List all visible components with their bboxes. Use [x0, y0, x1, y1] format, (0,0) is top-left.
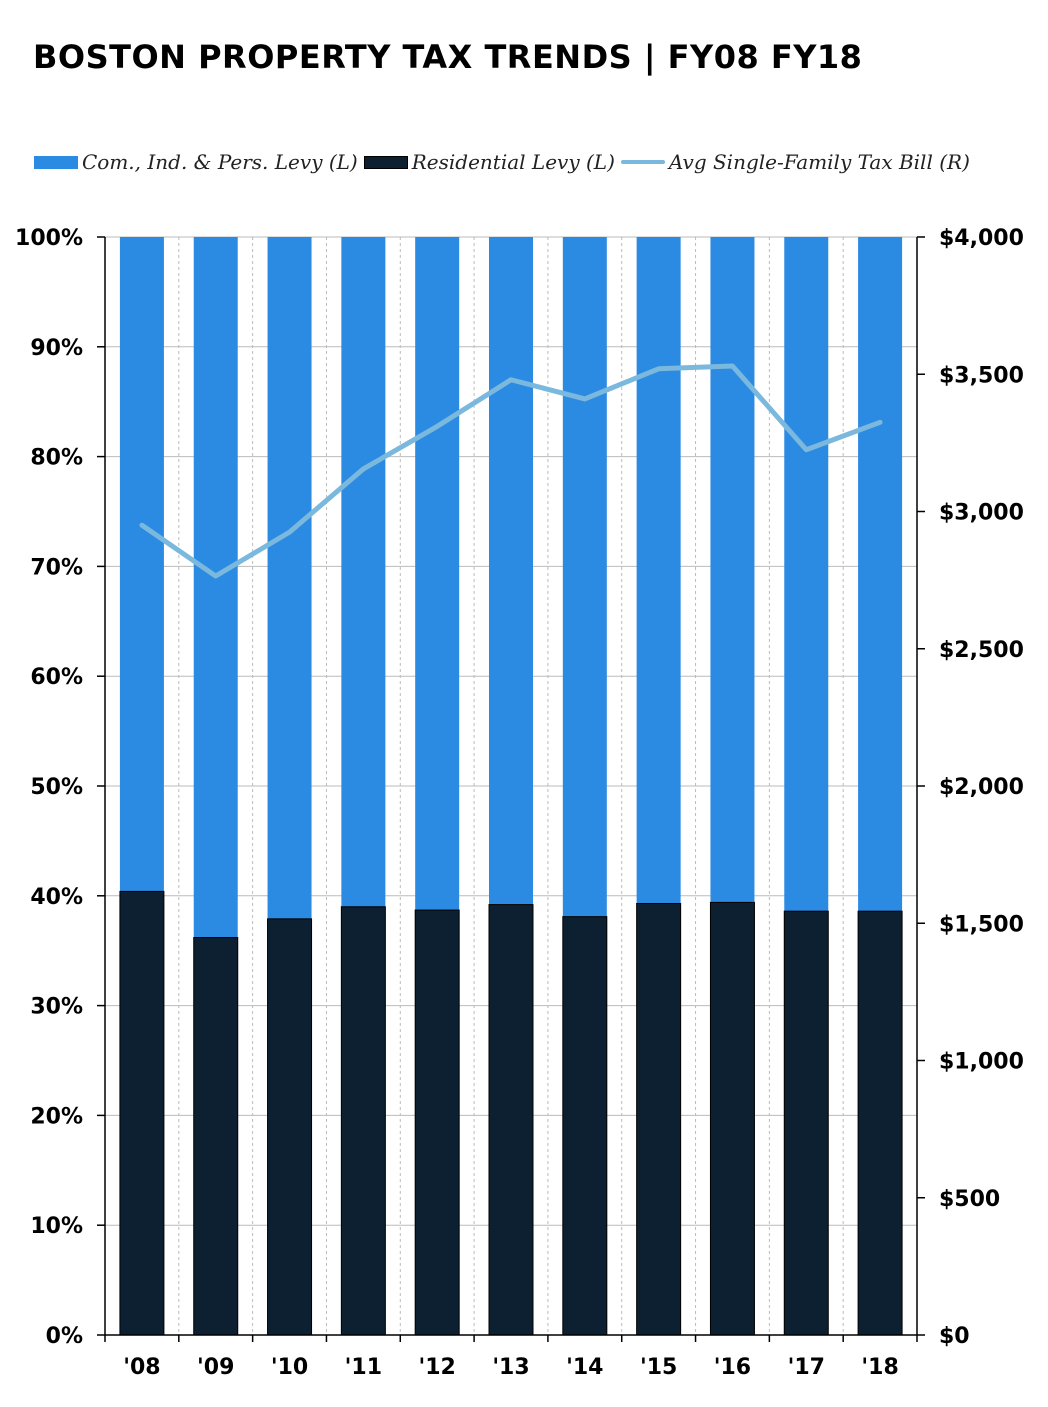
bar-residential: [857, 910, 903, 1336]
tick-label-x: '15: [640, 1355, 677, 1380]
bar-commercial: [341, 237, 386, 907]
tick-label-x: '08: [123, 1355, 160, 1380]
bar-commercial: [119, 237, 164, 892]
bar-residential: [414, 909, 460, 1336]
legend-label-avg-bill: Avg Single-Family Tax Bill (R): [668, 150, 970, 174]
tick-label-right: $4,000: [939, 226, 1024, 251]
bar-commercial: [489, 237, 533, 905]
tick-label-left: 100%: [15, 226, 83, 251]
tick-label-left: 20%: [30, 1104, 83, 1129]
tick-label-x: '10: [271, 1355, 308, 1380]
tick-label-x: '11: [345, 1355, 382, 1380]
tick-label-left: 0%: [46, 1324, 83, 1349]
bar-commercial: [267, 237, 312, 919]
tick-label-left: 40%: [30, 885, 83, 910]
bar-commercial: [562, 237, 607, 917]
legend-item-residential: Residential Levy (L): [363, 150, 615, 174]
chart-title: BOSTON PROPERTY TAX TRENDS | FY08 FY18: [33, 38, 863, 76]
bar-residential: [709, 901, 755, 1336]
bar-commercial: [784, 237, 829, 912]
legend-item-avg-bill: Avg Single-Family Tax Bill (R): [620, 150, 970, 174]
bar-commercial: [710, 237, 755, 903]
tick-label-left: 50%: [30, 775, 83, 800]
tick-label-right: $500: [939, 1187, 1000, 1212]
tick-label-right: $0: [939, 1324, 970, 1349]
tick-label-x: '12: [419, 1355, 456, 1380]
legend-swatch-commercial: [34, 155, 78, 169]
legend-swatch-residential: [363, 155, 408, 169]
chart-legend: Com., Ind. & Pers. Levy (L) Residential …: [34, 148, 976, 176]
legend-label-residential: Residential Levy (L): [411, 150, 615, 174]
tick-label-left: 60%: [30, 665, 83, 690]
bar-commercial: [415, 237, 460, 911]
line-avg-bill: [139, 363, 883, 579]
bar-commercial: [193, 237, 238, 938]
tick-label-right: $3,500: [939, 363, 1024, 388]
bar-residential: [119, 890, 165, 1336]
tick-label-x: '13: [492, 1355, 529, 1380]
tick-label-left: 80%: [30, 446, 83, 471]
tick-label-left: 90%: [30, 336, 83, 361]
tick-label-right: $1,500: [939, 912, 1024, 937]
tick-label-right: $1,000: [939, 1050, 1024, 1075]
tick-label-right: $2,500: [939, 638, 1024, 663]
bar-residential: [193, 937, 239, 1336]
bar-residential: [562, 916, 608, 1336]
tick-label-x: '18: [861, 1355, 898, 1380]
legend-swatch-avg-bill: [620, 160, 665, 164]
tick-label-left: 70%: [30, 555, 83, 580]
bar-residential: [267, 918, 313, 1336]
tick-label-right: $2,000: [939, 775, 1024, 800]
bar-residential: [488, 904, 534, 1336]
tick-label-left: 30%: [30, 995, 83, 1020]
tick-label-x: '14: [566, 1355, 603, 1380]
legend-label-commercial: Com., Ind. & Pers. Levy (L): [82, 150, 358, 174]
bar-residential: [636, 902, 682, 1336]
tick-label-left: 10%: [30, 1214, 83, 1239]
tick-label-right: $3,000: [939, 501, 1024, 526]
tick-label-x: '17: [788, 1355, 825, 1380]
bar-commercial: [636, 237, 681, 904]
tick-label-x: '09: [197, 1355, 234, 1380]
bar-residential: [783, 910, 829, 1336]
bar-commercial: [858, 237, 903, 912]
tick-label-x: '16: [714, 1355, 751, 1380]
bar-residential: [340, 906, 386, 1336]
legend-item-commercial: Com., Ind. & Pers. Levy (L): [34, 150, 358, 174]
